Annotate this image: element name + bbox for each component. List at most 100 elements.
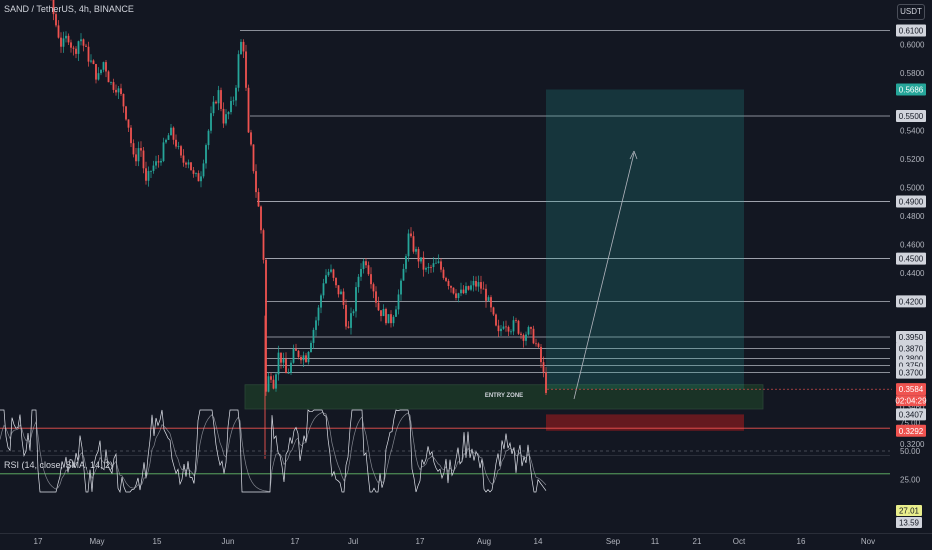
- candle: [152, 160, 155, 174]
- candle-body: [300, 356, 302, 361]
- x-tick-label: Sep: [606, 537, 621, 546]
- candle-body: [307, 352, 310, 363]
- candle-body: [422, 257, 425, 270]
- candle-body: [115, 89, 117, 93]
- candle-body: [137, 148, 140, 162]
- candle-body: [430, 267, 432, 268]
- candle-body: [150, 170, 152, 172]
- candle-body: [240, 41, 242, 55]
- y-tick-label: 0.6000: [900, 41, 925, 50]
- candle-body: [280, 352, 282, 363]
- candle-body: [425, 268, 427, 270]
- candle: [440, 258, 442, 273]
- candle: [400, 278, 402, 301]
- candle-body: [542, 362, 545, 373]
- candle-body: [185, 162, 187, 165]
- candle: [512, 316, 515, 336]
- candle-body: [92, 60, 95, 65]
- candle-body: [545, 372, 547, 393]
- candle: [225, 109, 227, 126]
- x-tick-label: 15: [153, 537, 162, 546]
- candle: [57, 20, 60, 39]
- candle-body: [100, 69, 102, 74]
- candle: [145, 161, 147, 185]
- candle: [322, 278, 325, 299]
- candle-body: [285, 358, 287, 374]
- candle-body: [357, 276, 360, 288]
- candle: [537, 342, 540, 349]
- candle-body: [382, 308, 385, 317]
- entry-zone: [244, 384, 764, 410]
- candle-body: [155, 161, 157, 166]
- rsi-tick-label: 50.00: [900, 447, 921, 456]
- candle: [92, 59, 95, 65]
- candle-body: [167, 135, 170, 140]
- currency-button[interactable]: USDT: [897, 4, 925, 20]
- candle: [462, 285, 465, 295]
- candle-body: [222, 108, 225, 124]
- candle: [312, 327, 315, 349]
- candle-body: [170, 127, 172, 136]
- candle-body: [350, 313, 352, 328]
- candle: [290, 360, 292, 376]
- candle: [315, 316, 317, 337]
- candle: [437, 254, 440, 264]
- projection-arrow: [573, 152, 635, 400]
- candle-body: [112, 82, 115, 90]
- candle-body: [367, 265, 370, 275]
- candle-body: [217, 90, 220, 104]
- candle: [327, 268, 330, 277]
- candle: [415, 246, 417, 255]
- candle-body: [197, 173, 200, 182]
- candle: [342, 288, 345, 309]
- y-tick-label: 0.5400: [900, 126, 925, 135]
- candle: [170, 124, 172, 136]
- level-label-text: 0.3950: [899, 333, 924, 342]
- candle: [337, 285, 340, 298]
- candle: [220, 87, 222, 112]
- candle: [410, 227, 412, 238]
- candle-body: [140, 148, 142, 151]
- level-label-bg: [896, 342, 926, 355]
- candle: [272, 375, 275, 390]
- candle-body: [470, 285, 472, 290]
- candle-body: [225, 114, 227, 124]
- candle-body: [362, 261, 365, 269]
- level-label-bg: [896, 24, 926, 37]
- candle-body: [135, 154, 137, 162]
- candle-body: [385, 308, 387, 324]
- rsi-tick-label: 75.00: [900, 419, 921, 428]
- candle-body: [235, 87, 237, 101]
- candle: [255, 164, 257, 198]
- candle: [95, 63, 97, 84]
- candle: [285, 352, 287, 374]
- candle: [320, 293, 322, 314]
- last-price-label-bg: [896, 383, 926, 396]
- price-labels: 0.66000.61000.55000.49000.45000.42000.39…: [547, 24, 927, 528]
- candle: [515, 317, 517, 323]
- candle: [542, 356, 545, 378]
- candle-body: [132, 143, 135, 155]
- candle: [157, 154, 160, 168]
- candle: [185, 161, 187, 169]
- candle: [90, 54, 92, 64]
- candle-body: [107, 71, 110, 83]
- candle: [292, 344, 295, 364]
- candle: [245, 44, 247, 92]
- candle-body: [290, 362, 292, 373]
- candle-body: [162, 142, 165, 161]
- rsi-sma-label: 13.59: [896, 517, 922, 528]
- level-label: 0.3700: [896, 366, 926, 379]
- candle: [487, 295, 490, 302]
- candle-body: [125, 106, 127, 120]
- rsi-line: [0, 409, 547, 494]
- x-tick-label: Oct: [733, 537, 746, 546]
- candle: [432, 257, 435, 273]
- level-label-bg: [896, 195, 926, 208]
- candle: [135, 147, 137, 166]
- candle-body: [507, 326, 510, 332]
- candle-body: [175, 139, 177, 147]
- candle: [267, 372, 270, 393]
- rsi-panel: [0, 409, 890, 494]
